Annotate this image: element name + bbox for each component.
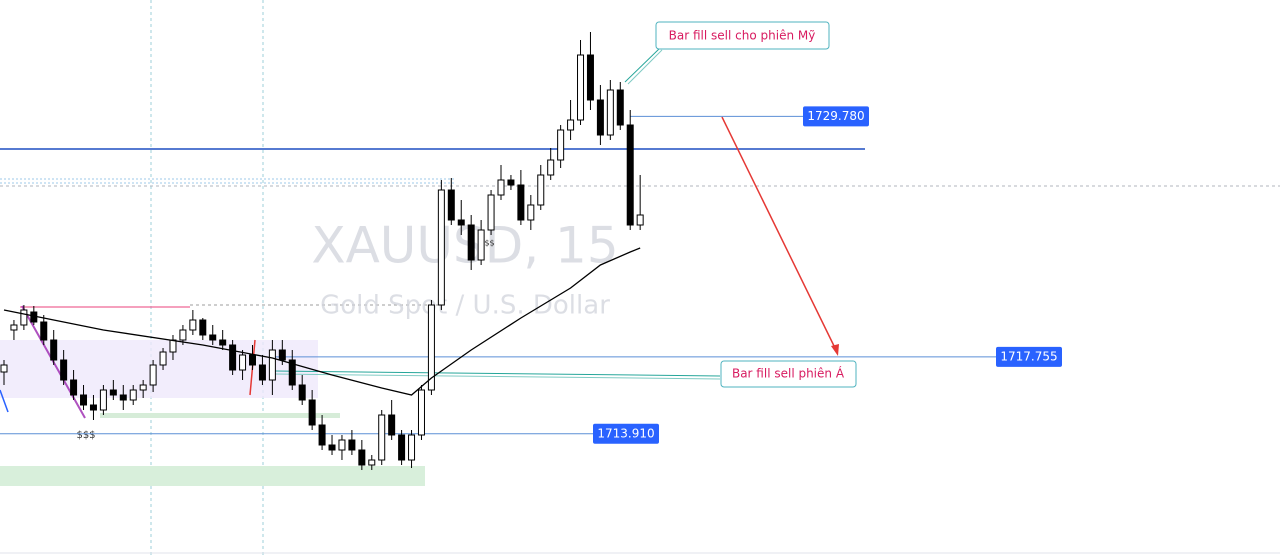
candle-body [388, 414, 396, 436]
candle-body [189, 319, 197, 331]
candle-body [258, 364, 266, 381]
candle-body [328, 444, 336, 451]
candle-body [487, 194, 495, 231]
candle-body [0, 364, 8, 373]
candle-body [159, 351, 167, 366]
candle-body [268, 349, 276, 381]
candle-body [467, 224, 475, 261]
price-label: 1717.755 [1000, 349, 1057, 363]
callout-text: Bar fill sell phiên Á [732, 366, 845, 381]
watermark-subtitle: Gold Spot / U.S. Dollar [320, 291, 610, 321]
arrow-line [721, 116, 837, 351]
candle-body [60, 359, 68, 381]
swing-line [0, 389, 9, 413]
marker-label: $$$ [479, 239, 494, 248]
candle-body [527, 204, 535, 221]
candle-body [249, 354, 256, 366]
candle-body [537, 174, 545, 206]
candle-body [10, 324, 18, 331]
candle-body [109, 389, 117, 396]
candle-body [636, 214, 644, 226]
candle-body [606, 89, 614, 136]
candle-body [99, 389, 107, 411]
zone [100, 413, 340, 418]
candle-body [596, 99, 604, 136]
candle-body [417, 389, 425, 436]
candle-body [219, 339, 227, 346]
trend-line [274, 370, 721, 377]
candle-body [229, 344, 237, 371]
candle-body [547, 159, 555, 176]
candle-body [149, 364, 157, 386]
price-label-box [593, 423, 659, 444]
candle-body [40, 321, 48, 341]
candle-body [398, 434, 406, 461]
candle-body [119, 394, 127, 401]
zone [0, 466, 425, 486]
candle-body [209, 334, 217, 341]
candle-body [368, 459, 376, 466]
candle-body [179, 329, 187, 341]
trend-line [274, 373, 721, 380]
candle-body [477, 229, 485, 261]
candle-body [139, 384, 147, 391]
candle-body [318, 424, 326, 446]
candle-body [129, 389, 137, 401]
marker-label: $$$ [76, 430, 95, 441]
candle-body [169, 339, 177, 353]
candle-body [378, 414, 386, 461]
candle-body [308, 399, 316, 426]
candle-body [288, 359, 296, 386]
candle-body [199, 319, 207, 336]
candle-body [20, 309, 28, 326]
candle-body [497, 179, 505, 196]
candle-body [70, 379, 78, 396]
candle-body [557, 129, 565, 161]
price-label-box [803, 106, 869, 127]
price-label-box [996, 346, 1062, 367]
candle-body [348, 439, 356, 451]
candle-body [239, 354, 247, 371]
candle-body [358, 449, 366, 466]
callout-text: Bar fill sell cho phiên Mỹ [669, 29, 816, 43]
watermark-title: XAUUSD, 15 [311, 217, 618, 275]
candle-body [437, 189, 445, 306]
candle-body [586, 54, 594, 101]
callout-pointer [624, 47, 661, 83]
callout-pointer [627, 49, 663, 85]
candle-body [507, 179, 515, 186]
candle-body [447, 189, 455, 221]
price-label: 1713.910 [597, 426, 654, 440]
candle-body [616, 89, 624, 126]
candle-body [89, 404, 97, 411]
candle-body [457, 219, 465, 226]
candle-body [338, 439, 346, 451]
candle-body [408, 434, 416, 461]
candle-body [567, 119, 575, 131]
moving-average [3, 247, 641, 396]
arrow-head [831, 344, 839, 356]
candle-body [517, 184, 525, 221]
candle-body [626, 124, 634, 226]
candle-body [50, 339, 58, 361]
candle-body [577, 54, 585, 121]
price-label: 1729.780 [807, 109, 864, 123]
candles: 1729.780 1717.755 1713.910 [0, 32, 1062, 470]
callout-box [720, 360, 857, 388]
candle-body [80, 394, 88, 406]
candle-body [427, 304, 435, 391]
candle-body [278, 349, 286, 361]
callout-box [655, 21, 830, 50]
candle-body [298, 384, 306, 401]
